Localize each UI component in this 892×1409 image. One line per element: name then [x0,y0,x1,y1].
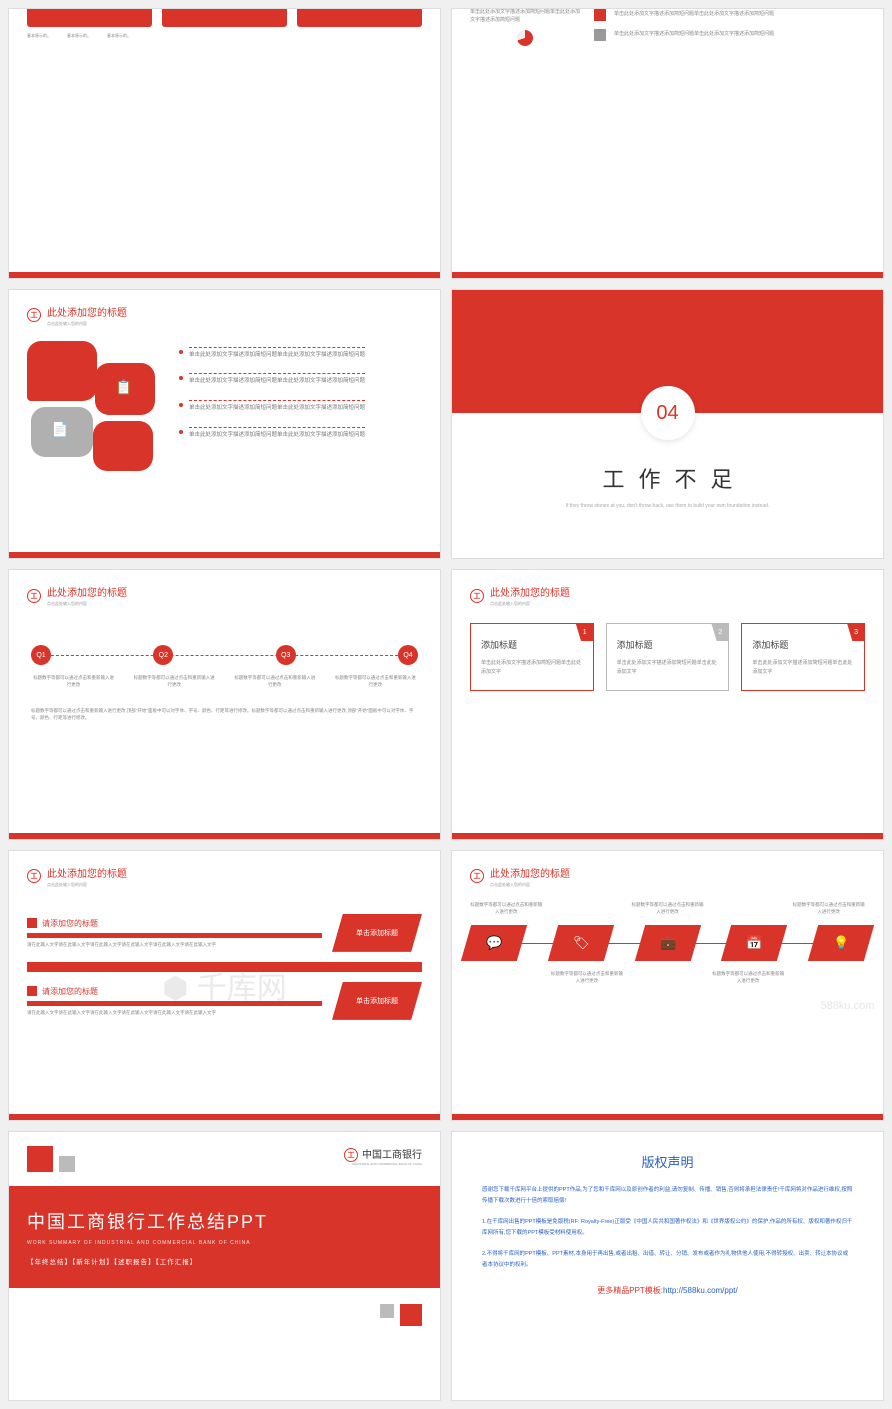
logo-icon [27,589,41,603]
slide-hexagon: 此处添加您的标题点击此处输入您的内容 请添加您的标题请在此输入文字请在此输入文字… [8,850,441,1121]
section-subtitle: If they throw stones at you, don't throw… [566,502,770,510]
slide-grid: 基本原示的。 基本原示的。 基本原示的。 单击此处添加文字描述添加简短问题单击此… [8,8,884,1401]
slide-iconrow: 此处添加您的标题点击此处输入您的内容 标题数字等都可以通过点击和重新输入进行更改… [451,850,884,1121]
card: 2添加标题单击此处添加文字描述添加简短问题单击此处添加文字 [606,623,730,691]
section-title: 工作不足 [602,462,746,494]
box-icon [27,986,37,996]
watermark-url: 588ku.com [821,1000,875,1012]
timeline-node: Q2 [153,645,173,665]
deco-square [59,1156,75,1172]
logo-icon [27,308,41,322]
timeline-node: Q3 [276,645,296,665]
red-square-icon [594,9,606,21]
icon-row: 💬 🏷 💼 📅 💡 [466,925,869,961]
slide-title: 此处添加您的标题 [47,304,127,319]
deco-square [380,1304,394,1318]
copyright-para: 2.不得将千库网的PPT模板、PPT素材,本身用于再出售,或者出租、出借、转让、… [482,1249,853,1271]
tag-icon: 🏷 [548,925,614,961]
slide-copyright: 版权声明 感谢您下载千库网平台上提供的PPT作品,为了您和千库网以及原创作者的利… [451,1131,884,1402]
logo-icon [470,869,484,883]
hex-label: 单击添加标题 [332,982,422,1020]
deco-square [400,1304,422,1326]
footer-text: 标题数字等都可以通过点击和重新输入进行更改,顶部"开始"面板中可以对字体、字号、… [31,707,418,722]
brand: 中国工商银行 INDUSTRIAL AND COMMERCIAL BANK OF… [344,1146,422,1166]
text: 单击此处添加文字描述添加简短问题单击此处添加文字描述添加简短问题 [470,9,580,24]
blob-diagram: 📋 📄 [27,341,167,471]
pie-icon [517,30,533,46]
slide-partial-0a: 基本原示的。 基本原示的。 基本原示的。 [8,8,441,279]
copyright-title: 版权声明 [482,1152,853,1171]
timeline-node: Q1 [31,645,51,665]
deco-square [27,1146,53,1172]
slide-title: 中国工商银行 INDUSTRIAL AND COMMERCIAL BANK OF… [8,1131,441,1402]
slide-section: 04 工作不足 If they throw stones at you, don… [451,289,884,560]
slide-partial-0b: 单击此处添加文字描述添加简短问题单击此处添加文字描述添加简短问题 单击此处添加文… [451,8,884,279]
card: 1添加标题单击此处添加文字描述添加简短问题单击此处添加文字 [470,623,594,691]
slide-cards: 此处添加您的标题点击此处输入您的内容 1添加标题单击此处添加文字描述添加简短问题… [451,569,884,840]
logo-icon [27,869,41,883]
chat-icon: 💬 [461,925,527,961]
timeline-node: Q4 [398,645,418,665]
copyright-para: 感谢您下载千库网平台上提供的PPT作品,为了您和千库网以及原创作者的利益,请勿复… [482,1185,853,1207]
timeline: Q1 Q2 Q3 Q4 [31,645,418,665]
briefcase-icon: 💼 [634,925,700,961]
grey-square-icon [594,29,606,41]
more-link[interactable]: 更多精品PPT模板:http://588ku.com/ppt/ [482,1285,853,1296]
title-band: 中国工商银行工作总结PPT WORK SUMMARY OF INDUSTRIAL… [9,1186,440,1288]
bulb-icon: 💡 [808,925,874,961]
logo-icon [470,589,484,603]
hex-label: 单击添加标题 [332,914,422,952]
card: 3添加标题单击此处添加文字描述添加简短问题单击此处添加文字 [741,623,865,691]
tags: 【年终总结】【新年计划】【述职报告】【工作汇报】 [27,1256,422,1266]
box-icon [27,918,37,928]
slide-diagram: 此处添加您的标题点击此处输入您的内容 📋 📄 单击此处添加文字描述添加简短问题单… [8,289,441,560]
copyright-para: 1.在千库网出售的PPT模板是免版税(RF: Royalty-Free)正版受《… [482,1217,853,1239]
slide-timeline: 此处添加您的标题点击此处输入您的内容 Q1 Q2 Q3 Q4 标题数字等都可以通… [8,569,441,840]
calendar-icon: 📅 [721,925,787,961]
main-title: 中国工商银行工作总结PPT [27,1208,422,1234]
